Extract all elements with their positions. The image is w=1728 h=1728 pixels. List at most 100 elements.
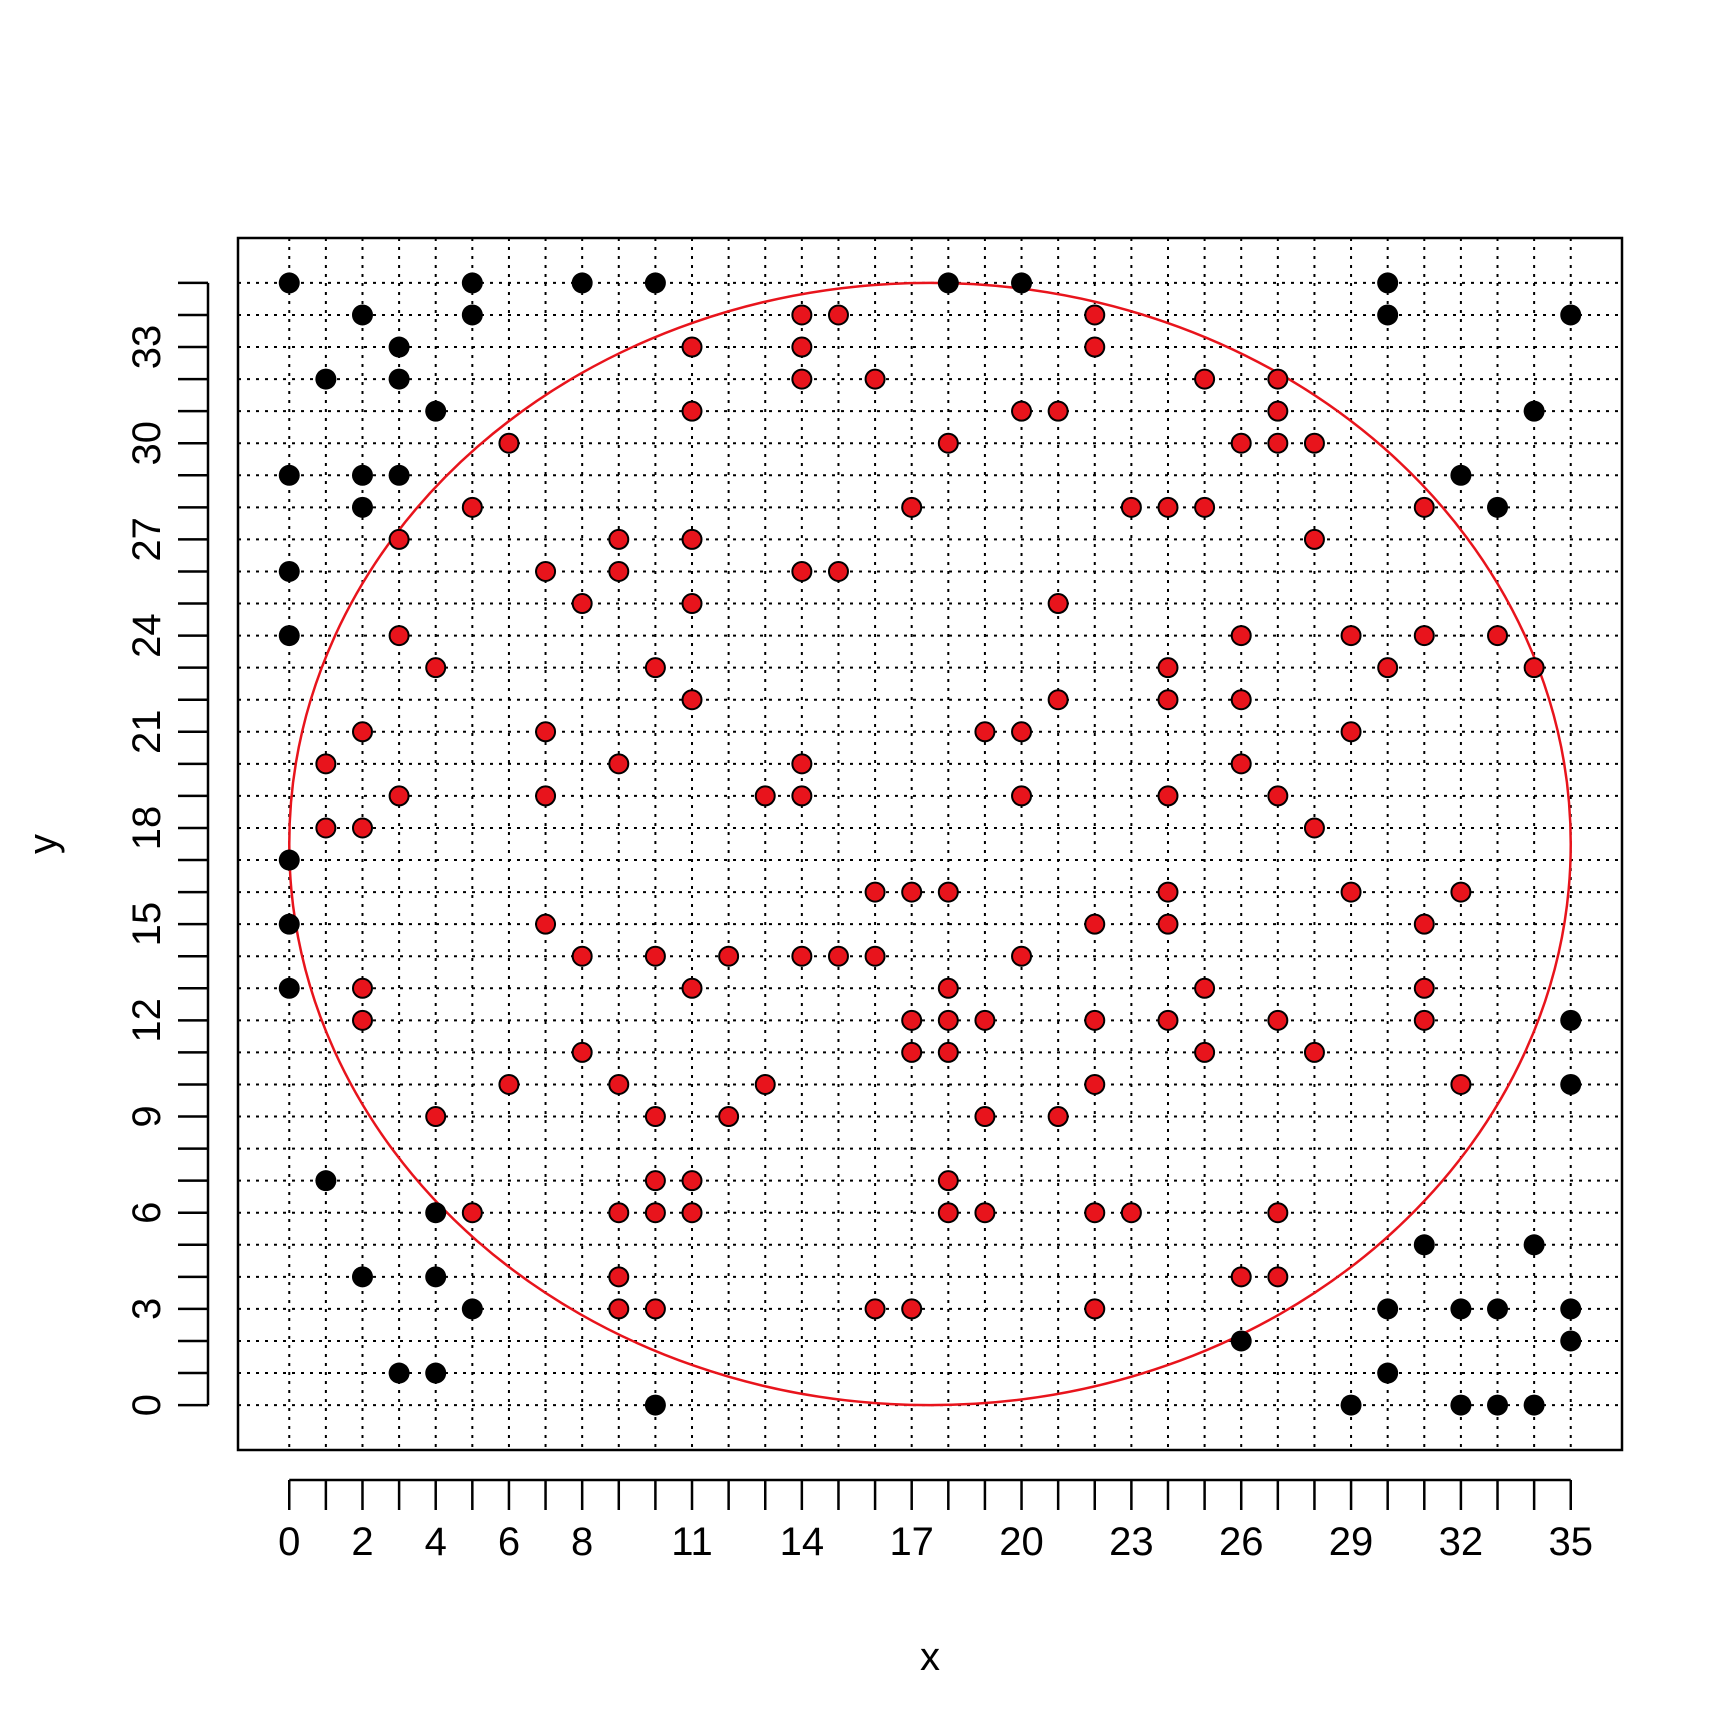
point-inside [901, 1298, 923, 1320]
point-outside [388, 464, 410, 486]
point-outside [1450, 1298, 1472, 1320]
x-tick-label: 2 [351, 1520, 373, 1564]
point-inside [937, 432, 959, 454]
point-inside [864, 368, 886, 390]
point-outside [1560, 1073, 1582, 1095]
point-inside [791, 304, 813, 326]
point-outside [278, 913, 300, 935]
x-tick-label: 23 [1109, 1520, 1154, 1564]
point-outside [1377, 272, 1399, 294]
x-tick-label: 32 [1439, 1520, 1484, 1564]
point-inside [608, 1202, 630, 1224]
point-inside [1084, 1298, 1106, 1320]
point-inside [1157, 657, 1179, 679]
point-inside [1413, 977, 1435, 999]
point-inside [754, 785, 776, 807]
point-inside [681, 1202, 703, 1224]
x-tick-label: 35 [1548, 1520, 1593, 1564]
point-inside [681, 336, 703, 358]
point-inside [571, 945, 593, 967]
point-inside [1377, 657, 1399, 679]
point-inside [864, 1298, 886, 1320]
point-outside [351, 304, 373, 326]
point-inside [754, 1073, 776, 1095]
point-outside [425, 1362, 447, 1384]
point-outside [315, 368, 337, 390]
point-inside [1194, 977, 1216, 999]
point-inside [608, 1298, 630, 1320]
point-inside [1011, 400, 1033, 422]
point-inside [608, 1073, 630, 1095]
point-inside [1047, 689, 1069, 711]
point-inside [681, 689, 703, 711]
point-inside [1011, 945, 1033, 967]
point-inside [1194, 1041, 1216, 1063]
y-tick-label: 15 [125, 902, 169, 947]
x-tick-label: 4 [425, 1520, 447, 1564]
point-outside [1560, 1330, 1582, 1352]
point-inside [644, 657, 666, 679]
point-outside [278, 560, 300, 582]
point-inside [571, 593, 593, 615]
point-inside [1267, 368, 1289, 390]
point-inside [1267, 1266, 1289, 1288]
point-outside [1011, 272, 1033, 294]
point-inside [1157, 881, 1179, 903]
point-outside [1377, 1298, 1399, 1320]
point-outside [1377, 304, 1399, 326]
grid-lines [238, 238, 1622, 1450]
point-outside [388, 1362, 410, 1384]
point-inside [461, 496, 483, 518]
x-tick-label: 20 [999, 1520, 1044, 1564]
point-inside [1267, 400, 1289, 422]
point-outside [1523, 1234, 1545, 1256]
point-inside [1230, 432, 1252, 454]
x-tick-label: 11 [671, 1520, 713, 1564]
point-outside [1523, 1394, 1545, 1416]
point-inside [644, 1106, 666, 1128]
point-inside [498, 1073, 520, 1095]
point-inside [461, 1202, 483, 1224]
point-outside [1487, 496, 1509, 518]
point-inside [1157, 689, 1179, 711]
y-tick-label: 12 [125, 998, 169, 1042]
point-inside [974, 1202, 996, 1224]
x-tick-label: 6 [498, 1520, 520, 1564]
x-tick-label: 26 [1219, 1520, 1264, 1564]
point-inside [827, 945, 849, 967]
point-inside [1120, 496, 1142, 518]
point-outside [1340, 1394, 1362, 1416]
point-inside [937, 1041, 959, 1063]
x-tick-label: 14 [780, 1520, 825, 1564]
point-outside [937, 272, 959, 294]
point-outside [278, 272, 300, 294]
point-inside [681, 977, 703, 999]
point-inside [1413, 1009, 1435, 1031]
point-inside [608, 1266, 630, 1288]
point-inside [681, 1170, 703, 1192]
point-inside [1230, 1266, 1252, 1288]
point-outside [1377, 1362, 1399, 1384]
point-inside [1523, 657, 1545, 679]
point-inside [1450, 1073, 1472, 1095]
point-outside [1560, 1009, 1582, 1031]
y-tick-label: 0 [125, 1394, 169, 1416]
point-inside [498, 432, 520, 454]
point-outside [1413, 1234, 1435, 1256]
point-outside [1230, 1330, 1252, 1352]
x-tick-label: 8 [571, 1520, 593, 1564]
x-tick-label: 29 [1329, 1520, 1374, 1564]
point-outside [278, 849, 300, 871]
point-inside [1303, 1041, 1325, 1063]
point-inside [974, 1106, 996, 1128]
point-outside [278, 625, 300, 647]
point-inside [1267, 1009, 1289, 1031]
y-tick-label: 33 [125, 325, 169, 370]
point-inside [937, 1202, 959, 1224]
point-outside [461, 272, 483, 294]
point-inside [351, 721, 373, 743]
point-outside [315, 1170, 337, 1192]
point-inside [1303, 817, 1325, 839]
point-inside [1450, 881, 1472, 903]
point-inside [535, 913, 557, 935]
